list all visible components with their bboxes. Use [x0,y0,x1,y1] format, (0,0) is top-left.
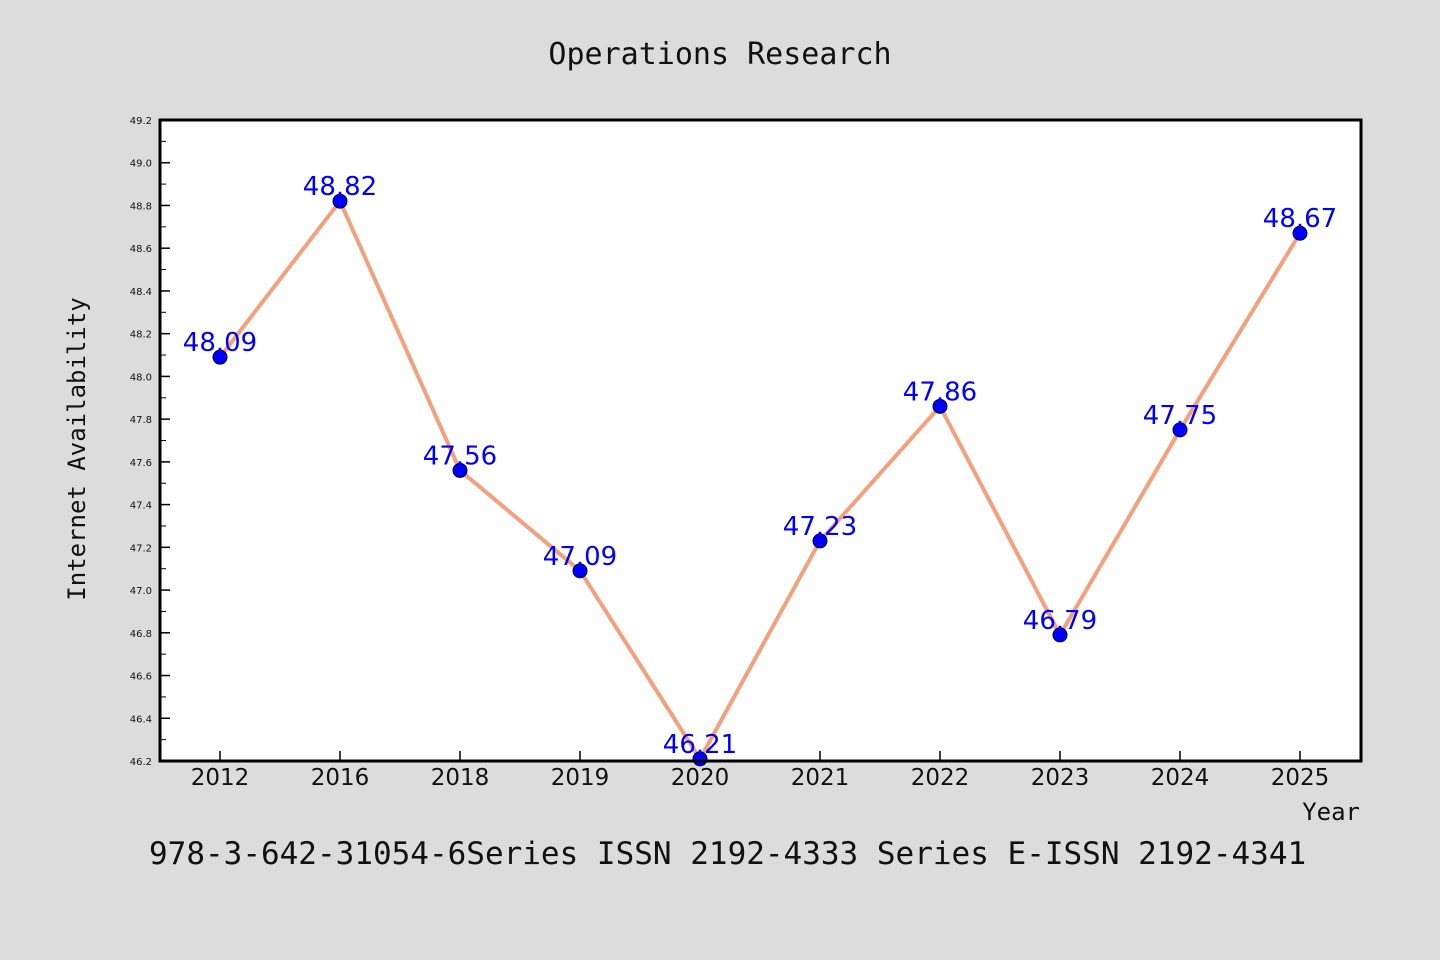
y-tick-label: 48.2 [130,330,152,341]
data-value-label: 46.79 [1023,606,1097,636]
y-tick-label: 48.6 [130,244,152,255]
x-tick-label: 2020 [671,765,730,791]
y-tick-label: 47.4 [130,501,152,512]
x-tick-label: 2021 [791,765,850,791]
y-tick-label: 47.2 [130,543,152,554]
data-value-label: 47.56 [423,441,497,471]
x-tick-label: 2022 [911,765,970,791]
y-tick-label: 47.0 [130,586,152,597]
y-tick-label: 46.2 [130,757,152,768]
data-value-label: 47.86 [903,377,977,407]
y-tick-label: 46.4 [130,714,152,725]
x-tick-label: 2019 [551,765,610,791]
data-value-label: 48.09 [183,328,257,358]
y-tick-label: 47.8 [130,415,152,426]
data-value-label: 48.82 [303,172,377,202]
x-axis-label: Year [1302,798,1360,826]
x-tick-label: 2016 [311,765,370,791]
data-point-marker [932,398,948,414]
data-value-label: 47.75 [1143,401,1217,431]
x-tick-label: 2012 [191,765,250,791]
data-point-marker [332,193,348,209]
series-line [218,199,1302,761]
x-tick-label: 2023 [1031,765,1090,791]
data-point-marker [1292,225,1308,241]
footer-isbn-text: 978-3-642-31054-6Series ISSN 2192-4333 S… [149,836,1306,872]
y-tick-label: 49.2 [130,116,152,127]
data-value-label: 46.21 [663,730,737,760]
plot-frame [158,118,1363,763]
plot-area [160,120,1361,761]
y-tick-label: 48.8 [130,201,152,212]
data-labels: 48.09 48.82 47.56 47.09 46.21 47.23 47.86 46.79… [183,172,1337,760]
y-tick-label: 46.8 [130,629,152,640]
y-tick-label: 48.4 [130,287,152,298]
data-value-label: 48.67 [1263,204,1337,234]
y-tick-label: 46.6 [130,672,152,683]
y-tick-label: 48.0 [130,372,152,383]
x-tick-label: 2018 [431,765,490,791]
y-tick-label: 47.6 [130,458,152,469]
data-value-label: 47.09 [543,542,617,572]
x-tick-label: 2025 [1271,765,1330,791]
data-point-marker [1052,627,1068,643]
y-axis-label: Internet Availability [63,297,91,600]
x-tick-label: 2024 [1151,765,1210,791]
data-value-label: 47.23 [783,512,857,542]
data-point-marker [1172,422,1188,438]
data-point-marker [572,563,588,579]
x-axis-ticks: 2012 2016 2018 2019 2020 2021 2022 2023 2024 2025 [191,751,1330,791]
data-point-marker [452,462,468,478]
data-point-marker [812,533,828,549]
chart-title: Operations Research [548,37,891,72]
data-point-marker [212,349,228,365]
y-tick-label: 49.0 [130,159,152,170]
y-axis-ticks: 46.2 46.4 46.6 46.8 47.0 47.2 47.4 47.6 47.8 48.0… [130,116,170,768]
